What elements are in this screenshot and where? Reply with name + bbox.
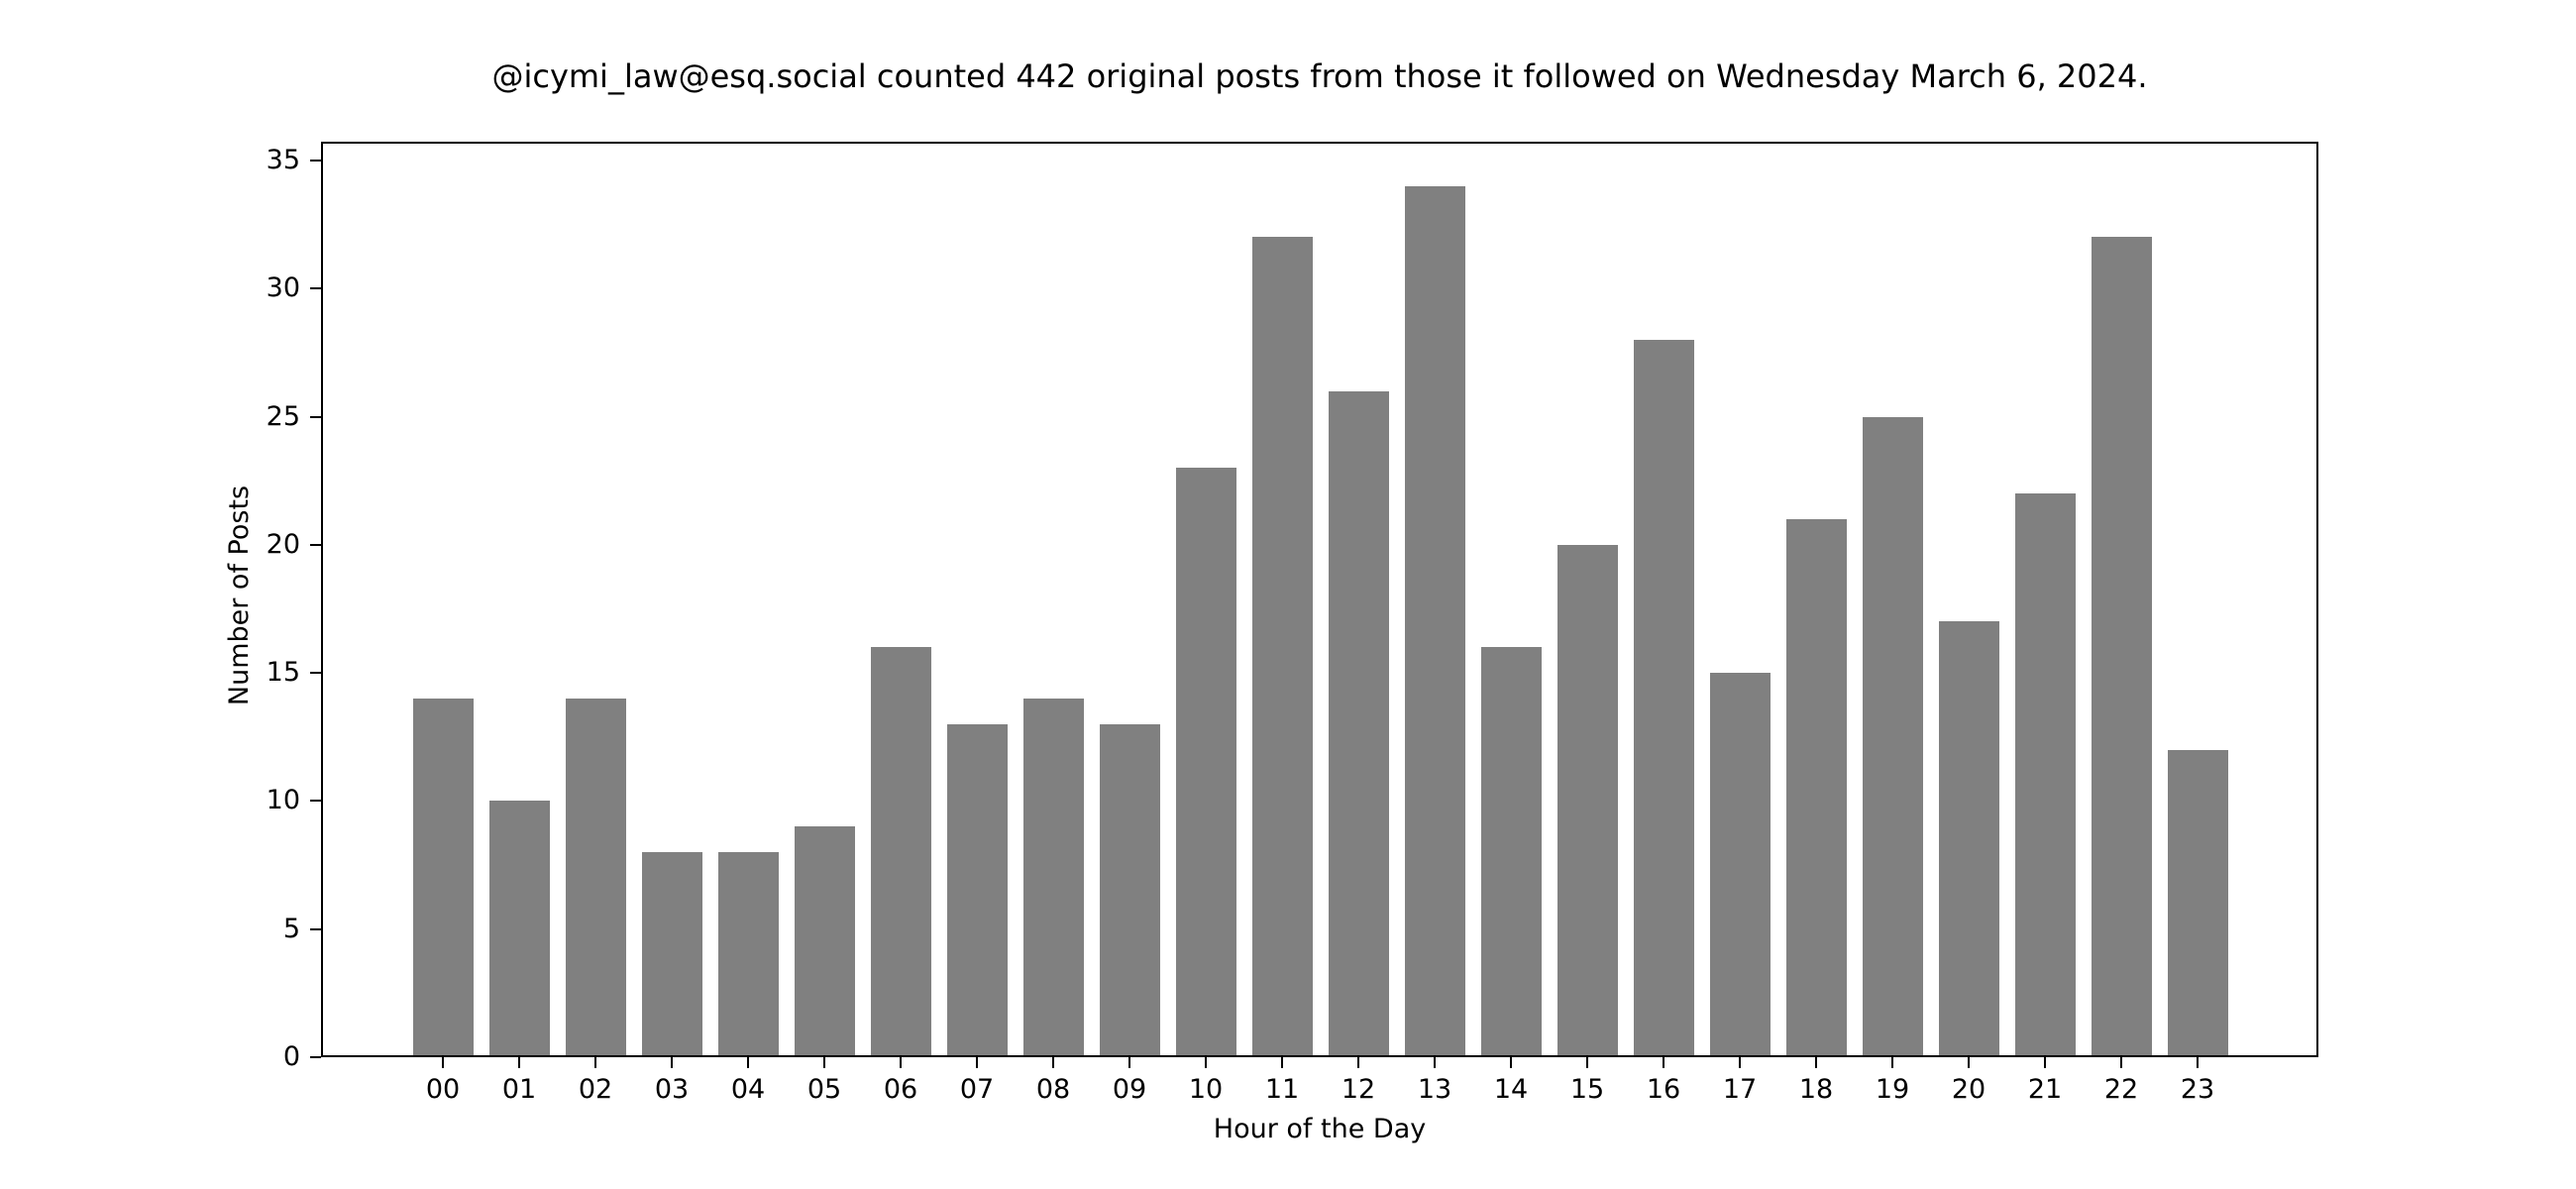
chart-title: @icymi_law@esq.social counted 442 origin…: [491, 57, 2148, 95]
y-tick-label: 0: [282, 1041, 300, 1072]
x-tick-mark: [442, 1057, 444, 1068]
x-axis-label: Hour of the Day: [1213, 1114, 1427, 1144]
x-tick-mark: [1434, 1057, 1436, 1068]
x-tick-mark: [2120, 1057, 2122, 1068]
x-tick-mark: [747, 1057, 749, 1068]
x-tick-mark: [1128, 1057, 1130, 1068]
bar-hour-01: [488, 801, 550, 1057]
x-tick-mark: [1739, 1057, 1741, 1068]
y-tick-mark: [310, 800, 321, 803]
x-tick-mark: [1281, 1057, 1283, 1068]
bar-hour-15: [1556, 544, 1618, 1057]
x-tick-label: 22: [2103, 1074, 2139, 1105]
bar-hour-18: [1785, 518, 1847, 1057]
x-tick-label: 14: [1493, 1074, 1529, 1105]
x-tick-mark: [1357, 1057, 1359, 1068]
x-tick-mark: [1891, 1057, 1893, 1068]
x-tick-mark: [518, 1057, 520, 1068]
x-tick-label: 13: [1417, 1074, 1452, 1105]
y-tick-mark: [310, 287, 321, 290]
bar-hour-22: [2091, 237, 2152, 1057]
x-tick-label: 08: [1035, 1074, 1071, 1105]
x-tick-label: 01: [501, 1074, 537, 1105]
bar-hour-13: [1404, 185, 1465, 1057]
bar-hour-21: [2014, 493, 2076, 1057]
x-tick-mark: [594, 1057, 596, 1068]
x-tick-label: 12: [1341, 1074, 1376, 1105]
x-tick-label: 17: [1722, 1074, 1758, 1105]
bar-hour-17: [1709, 673, 1771, 1057]
x-tick-label: 10: [1188, 1074, 1224, 1105]
x-tick-label: 23: [2180, 1074, 2215, 1105]
bar-hour-06: [870, 647, 931, 1057]
x-tick-label: 18: [1798, 1074, 1834, 1105]
x-tick-label: 02: [578, 1074, 613, 1105]
bar-hour-09: [1099, 723, 1160, 1057]
x-tick-label: 03: [654, 1074, 690, 1105]
x-tick-mark: [1663, 1057, 1664, 1068]
bar-hour-14: [1480, 647, 1542, 1057]
bar-hour-03: [641, 852, 702, 1057]
x-tick-label: 00: [425, 1074, 461, 1105]
x-tick-label: 09: [1112, 1074, 1147, 1105]
x-tick-label: 16: [1646, 1074, 1681, 1105]
y-tick-mark: [310, 672, 321, 675]
x-tick-label: 15: [1569, 1074, 1605, 1105]
x-tick-mark: [900, 1057, 902, 1068]
x-tick-label: 05: [806, 1074, 842, 1105]
x-tick-mark: [976, 1057, 978, 1068]
bar-hour-05: [794, 826, 855, 1057]
x-tick-label: 11: [1264, 1074, 1300, 1105]
x-tick-label: 21: [2027, 1074, 2063, 1105]
x-tick-mark: [1968, 1057, 1970, 1068]
y-tick-mark: [310, 159, 321, 162]
x-tick-mark: [2044, 1057, 2046, 1068]
bar-hour-20: [1938, 621, 1999, 1057]
y-tick-label: 20: [266, 528, 300, 560]
x-tick-mark: [1052, 1057, 1054, 1068]
y-tick-label: 30: [266, 272, 300, 304]
x-tick-label: 19: [1875, 1074, 1910, 1105]
x-tick-label: 04: [730, 1074, 766, 1105]
y-tick-mark: [310, 415, 321, 418]
y-tick-label: 5: [282, 913, 300, 944]
x-tick-label: 07: [959, 1074, 995, 1105]
bar-hour-23: [2167, 749, 2228, 1057]
plot-area: [321, 142, 2318, 1057]
y-tick-label: 10: [266, 785, 300, 816]
bar-hour-00: [412, 698, 474, 1057]
bar-hour-16: [1633, 339, 1694, 1057]
x-tick-mark: [1205, 1057, 1207, 1068]
y-tick-label: 35: [266, 144, 300, 175]
x-tick-mark: [1815, 1057, 1817, 1068]
x-tick-mark: [1586, 1057, 1588, 1068]
y-tick-mark: [310, 1056, 321, 1058]
x-tick-mark: [1510, 1057, 1512, 1068]
y-tick-label: 15: [266, 657, 300, 689]
bar-hour-02: [565, 698, 626, 1057]
y-tick-mark: [310, 927, 321, 930]
y-tick-mark: [310, 543, 321, 546]
bar-hour-08: [1022, 698, 1084, 1057]
bar-hour-10: [1175, 468, 1236, 1057]
x-tick-mark: [2197, 1057, 2199, 1068]
x-tick-label: 20: [1951, 1074, 1986, 1105]
x-tick-mark: [823, 1057, 825, 1068]
bar-hour-12: [1328, 390, 1389, 1057]
bar-hour-11: [1251, 237, 1313, 1057]
bar-hour-19: [1862, 416, 1923, 1057]
x-tick-mark: [671, 1057, 673, 1068]
bar-hour-04: [717, 852, 779, 1057]
y-tick-label: 25: [266, 400, 300, 432]
x-tick-label: 06: [883, 1074, 918, 1105]
bar-hour-07: [946, 723, 1008, 1057]
